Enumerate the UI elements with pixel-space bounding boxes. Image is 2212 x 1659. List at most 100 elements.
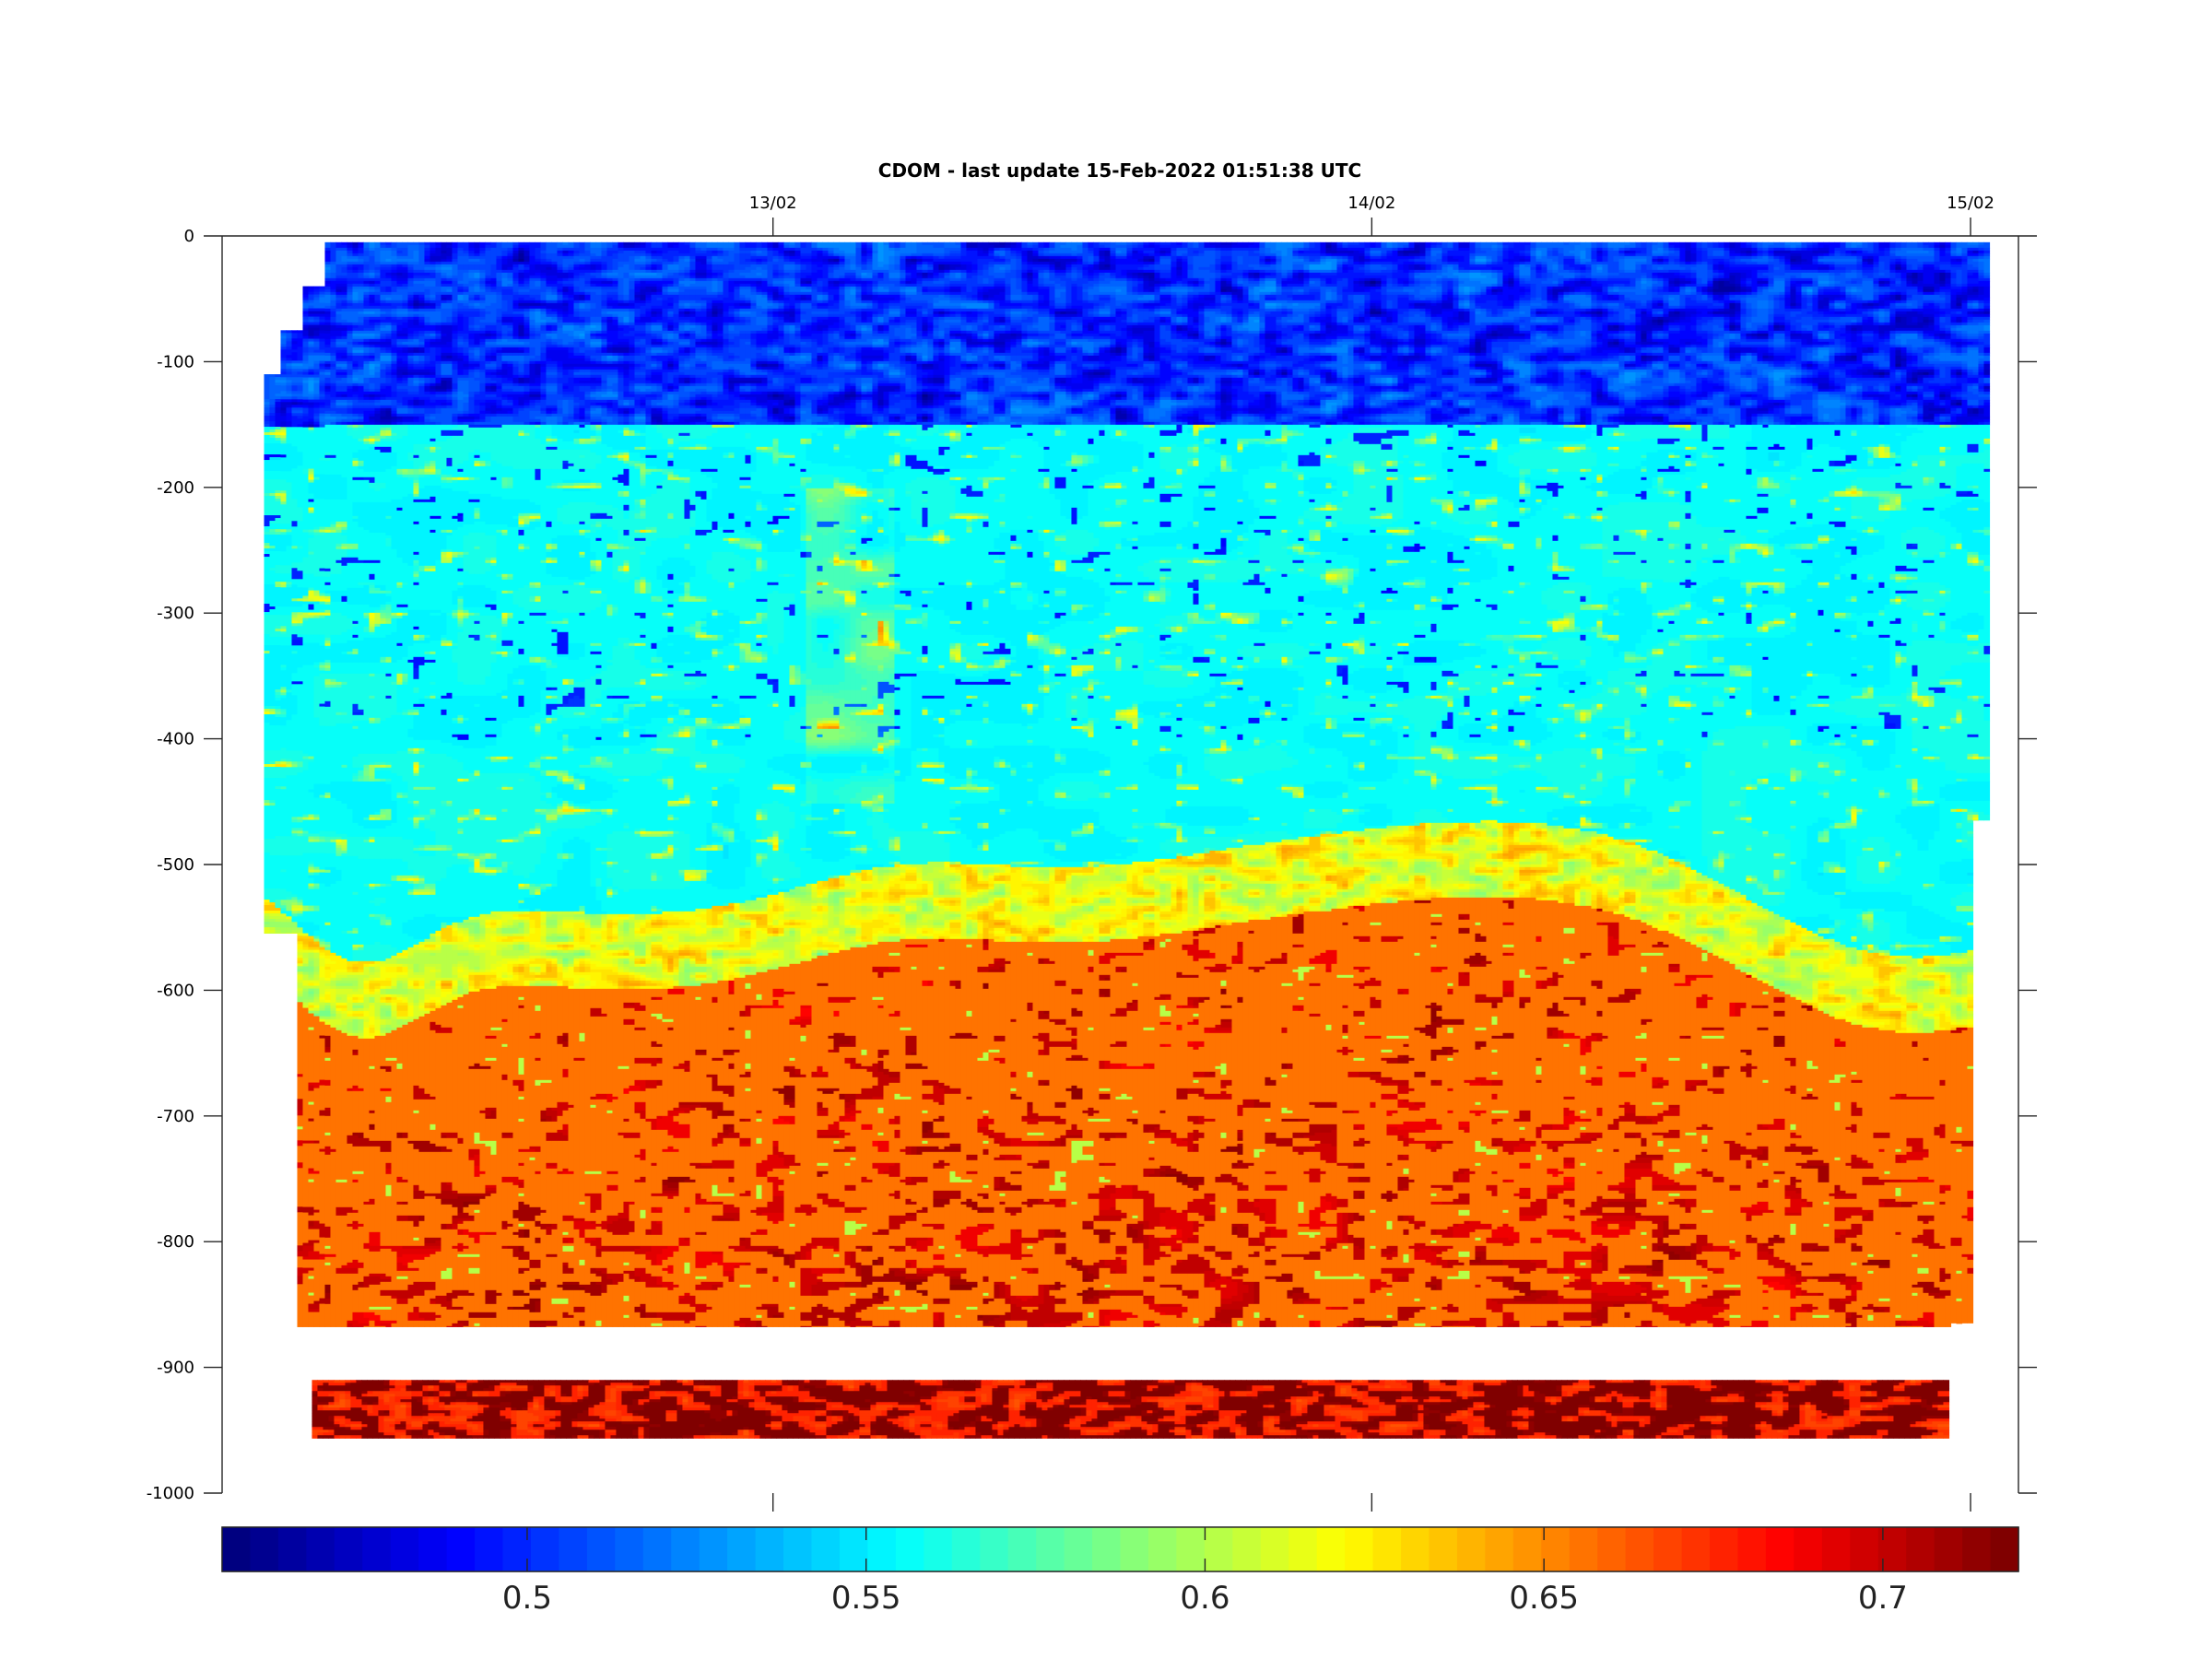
- heatmap-column-deep: [975, 1380, 982, 1439]
- heatmap-column-deep: [1567, 1380, 1573, 1439]
- heatmap-column-deep: [1263, 1380, 1269, 1439]
- heatmap-column-deep: [1296, 1380, 1302, 1439]
- heatmap-column: [1657, 242, 1664, 1327]
- heatmap-column-deep: [1135, 1380, 1142, 1439]
- heatmap-column: [645, 242, 652, 1327]
- heatmap-column: [291, 330, 298, 934]
- heatmap-column: [1939, 242, 1946, 1327]
- heatmap-column: [1281, 242, 1288, 1327]
- heatmap-column-deep: [859, 1380, 865, 1439]
- heatmap-column: [1873, 242, 1879, 1327]
- colorbar-cell: [1822, 1527, 1851, 1571]
- heatmap-column: [850, 242, 856, 1327]
- heatmap-column: [1497, 242, 1503, 1327]
- heatmap-column-deep: [1423, 1380, 1430, 1439]
- heatmap-column-deep: [1152, 1380, 1159, 1439]
- heatmap-column: [1795, 242, 1802, 1327]
- heatmap-column: [1602, 242, 1608, 1327]
- heatmap-column-deep: [804, 1380, 810, 1439]
- colorbar-cell: [1766, 1527, 1794, 1571]
- heatmap-column: [1303, 242, 1310, 1327]
- heatmap-column-deep: [1937, 1380, 1944, 1439]
- heatmap-column: [1403, 242, 1409, 1327]
- heatmap-column-deep: [406, 1380, 412, 1439]
- heatmap-column-deep: [815, 1380, 821, 1439]
- heatmap-column: [1840, 242, 1846, 1327]
- heatmap-column-deep: [461, 1380, 467, 1439]
- heatmap-column-deep: [1523, 1380, 1529, 1439]
- colorbar-cell: [1429, 1527, 1457, 1571]
- heatmap-column: [1652, 242, 1658, 1327]
- colorbar-cell: [1570, 1527, 1598, 1571]
- heatmap-column-deep: [903, 1380, 910, 1439]
- heatmap-column-deep: [1268, 1380, 1275, 1439]
- heatmap-column-deep: [1572, 1380, 1579, 1439]
- heatmap-column: [1093, 242, 1100, 1327]
- heatmap-column: [297, 330, 303, 1327]
- heatmap-column: [573, 242, 580, 1327]
- heatmap-column-deep: [1014, 1380, 1020, 1439]
- heatmap-column: [872, 242, 878, 1327]
- colorbar-cell: [615, 1527, 643, 1571]
- heatmap-column-deep: [1578, 1380, 1584, 1439]
- heatmap-column-deep: [1534, 1380, 1540, 1439]
- heatmap-column: [1276, 242, 1282, 1327]
- heatmap-column-deep: [1456, 1380, 1463, 1439]
- heatmap-column-deep: [914, 1380, 921, 1439]
- heatmap-column-deep: [947, 1380, 954, 1439]
- heatmap-column: [1823, 242, 1830, 1327]
- heatmap-column-deep: [1351, 1380, 1358, 1439]
- heatmap-column: [1193, 242, 1199, 1327]
- heatmap-column: [745, 242, 751, 1327]
- heatmap-column-deep: [1379, 1380, 1385, 1439]
- y-tick-label: 0: [184, 227, 194, 246]
- heatmap-column: [1121, 242, 1127, 1327]
- heatmap-column-deep: [339, 1380, 346, 1439]
- heatmap-column-deep: [920, 1380, 926, 1439]
- heatmap-column: [1912, 242, 1918, 1327]
- heatmap-column: [800, 242, 806, 1327]
- y-tick-label: -1000: [147, 1484, 194, 1503]
- heatmap-column: [866, 242, 873, 1327]
- heatmap-column-deep: [1583, 1380, 1590, 1439]
- heatmap-column: [1773, 242, 1780, 1327]
- heatmap-column: [1967, 242, 1973, 1324]
- heatmap-column-deep: [688, 1380, 694, 1439]
- heatmap-column-deep: [1843, 1380, 1850, 1439]
- heatmap-column: [1878, 242, 1885, 1327]
- heatmap-column-deep: [488, 1380, 495, 1439]
- heatmap-column-deep: [422, 1380, 429, 1439]
- heatmap-column: [1331, 242, 1337, 1327]
- heatmap-column: [1209, 242, 1216, 1327]
- heatmap-column: [1829, 242, 1835, 1327]
- heatmap-column-deep: [1130, 1380, 1136, 1439]
- heatmap-column: [1397, 242, 1404, 1327]
- heatmap-column-deep: [1512, 1380, 1518, 1439]
- heatmap-column-deep: [743, 1380, 749, 1439]
- heatmap-column-deep: [1617, 1380, 1623, 1439]
- heatmap-column-deep: [588, 1380, 594, 1439]
- heatmap-column-deep: [1163, 1380, 1170, 1439]
- colorbar-cell: [391, 1527, 419, 1571]
- heatmap-column-deep: [1561, 1380, 1568, 1439]
- heatmap-column: [1746, 242, 1752, 1327]
- heatmap-column: [1176, 242, 1182, 1327]
- heatmap-column: [1900, 242, 1907, 1327]
- heatmap-column: [1690, 242, 1697, 1327]
- heatmap-column-deep: [538, 1380, 545, 1439]
- heatmap-column-deep: [1340, 1380, 1347, 1439]
- heatmap-column-deep: [1445, 1380, 1452, 1439]
- heatmap-column-deep: [1915, 1380, 1922, 1439]
- colorbar-tick-label: 0.7: [1858, 1580, 1908, 1617]
- heatmap-column: [1923, 242, 1929, 1327]
- heatmap-column-deep: [1362, 1380, 1369, 1439]
- colorbar-cell: [418, 1527, 447, 1571]
- heatmap-column: [1740, 242, 1747, 1327]
- heatmap-column-deep: [1185, 1380, 1192, 1439]
- heatmap-column-deep: [1700, 1380, 1706, 1439]
- heatmap-column-deep: [953, 1380, 959, 1439]
- heatmap-column-deep: [837, 1380, 843, 1439]
- heatmap-column-deep: [1550, 1380, 1557, 1439]
- heatmap-column: [319, 287, 325, 1327]
- heatmap-column: [1104, 242, 1111, 1327]
